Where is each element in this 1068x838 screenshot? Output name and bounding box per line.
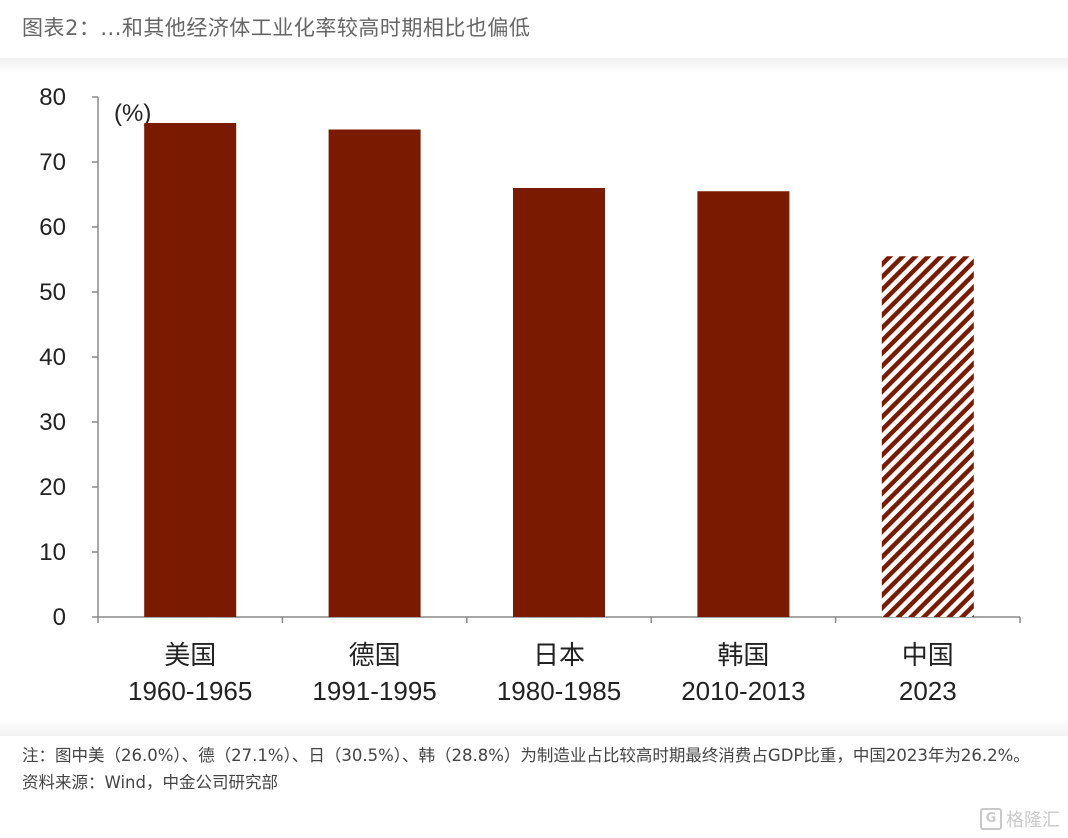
x-tick-label-country: 韩国: [717, 640, 769, 670]
y-tick-label: 10: [39, 539, 66, 566]
x-tick-label-country: 德国: [349, 640, 401, 670]
y-tick-label: 50: [39, 279, 66, 306]
note-text: 注：图中美（26.0%）、德（27.1%）、日（30.5%）、韩（28.8%）为…: [22, 746, 1030, 765]
y-tick-label: 70: [39, 149, 66, 176]
chart-notes: 注：图中美（26.0%）、德（27.1%）、日（30.5%）、韩（28.8%）为…: [22, 742, 1042, 796]
x-tick-label-period: 1991-1995: [312, 676, 436, 706]
x-tick-label-period: 2023: [899, 676, 957, 706]
x-tick-label-country: 中国: [902, 640, 954, 670]
x-tick-label-period: 1960-1965: [128, 676, 252, 706]
bar-2: [513, 188, 605, 617]
bar-1: [328, 129, 421, 617]
y-tick-label: 20: [39, 474, 66, 501]
watermark-text: 格隆汇: [1006, 810, 1060, 831]
y-axis-unit-label: (%): [114, 100, 151, 127]
footer-divider: [0, 718, 1068, 736]
chart-title: 图表2：...和其他经济体工业化率较高时期相比也偏低: [22, 16, 531, 40]
gelonghui-logo-icon: G: [980, 808, 1002, 830]
y-tick-label: 60: [39, 214, 66, 241]
y-tick-label: 30: [39, 409, 66, 436]
bar-4: [881, 256, 974, 617]
y-tick-label: 0: [53, 604, 66, 631]
bar-3: [697, 191, 790, 617]
x-tick-label-period: 2010-2013: [681, 676, 805, 706]
y-tick-label: 80: [39, 84, 66, 111]
chart-container: 0 10 20 30 40 50 60 70 80 (%) 美国 1960-1965 德国 1991-1…: [0, 74, 1068, 724]
source-text: 资料来源：Wind，中金公司研究部: [22, 773, 278, 792]
watermark: G 格隆汇: [980, 806, 1060, 832]
x-tick-label-country: 日本: [533, 640, 585, 670]
bar-0: [144, 123, 237, 617]
title-divider: [0, 58, 1068, 74]
y-tick-label: 40: [39, 344, 66, 371]
x-tick-label-period: 1980-1985: [497, 676, 621, 706]
x-tick-label-country: 美国: [164, 640, 216, 670]
bar-chart: 0 10 20 30 40 50 60 70 80 (%) 美国 1960-1965 德国 1991-1…: [39, 84, 1021, 706]
